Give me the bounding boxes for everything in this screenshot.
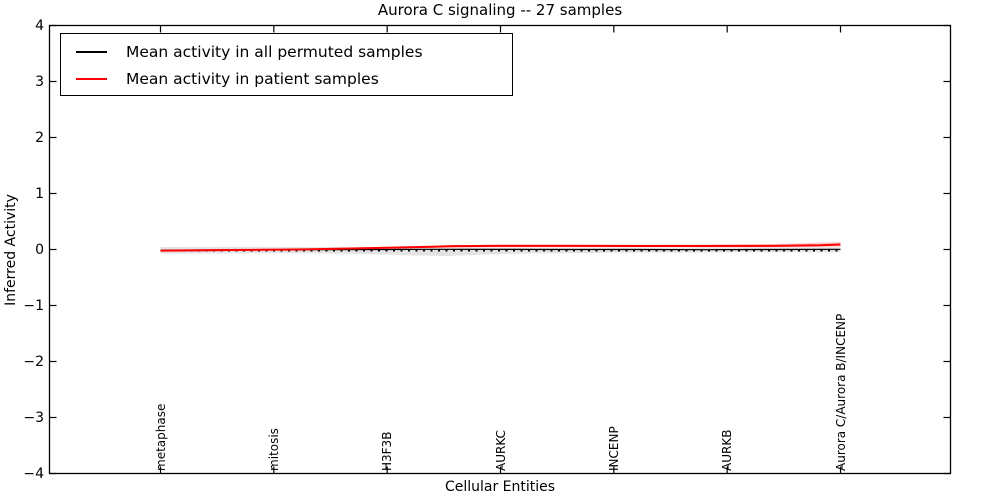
y-tick-label: −1 [23, 297, 44, 314]
legend-item-permuted: Mean activity in all permuted samples [61, 38, 512, 65]
y-tick-label: 3 [35, 73, 44, 90]
x-tick-label: AURKC [493, 430, 508, 471]
y-tick-label: −3 [23, 409, 44, 426]
permuted-line-swatch [76, 50, 107, 53]
y-tick-label: 2 [35, 129, 44, 146]
x-tick-label: H3F3B [380, 431, 395, 471]
x-tick-label: mitosis [266, 428, 281, 471]
y-tick-label: −4 [23, 465, 44, 482]
chart-title: Aurora C signaling -- 27 samples [377, 1, 623, 19]
x-tick-label: INCENP [606, 426, 621, 471]
x-tick-label: Aurora C/Aurora B/INCENP [833, 313, 848, 471]
x-tick-label: AURKB [720, 429, 735, 471]
series-lines [160, 243, 841, 252]
legend-item-patient: Mean activity in patient samples [61, 65, 512, 92]
patient-line-swatch [76, 77, 107, 80]
y-tick-label: −2 [23, 353, 44, 370]
x-tick-label: metaphase [153, 403, 168, 471]
series-line-1 [160, 243, 841, 252]
y-tick-label: 4 [35, 17, 44, 34]
plot-border [48, 24, 952, 475]
legend-label: Mean activity in all permuted samples [126, 42, 423, 61]
legend-label: Mean activity in patient samples [126, 69, 379, 88]
y-tick-label: 1 [35, 185, 44, 202]
x-axis-label: Cellular Entities [444, 479, 556, 495]
legend: Mean activity in all permuted samples Me… [60, 33, 513, 96]
y-axis-label: Inferred Activity [3, 194, 19, 306]
y-tick-label: 0 [35, 241, 44, 258]
